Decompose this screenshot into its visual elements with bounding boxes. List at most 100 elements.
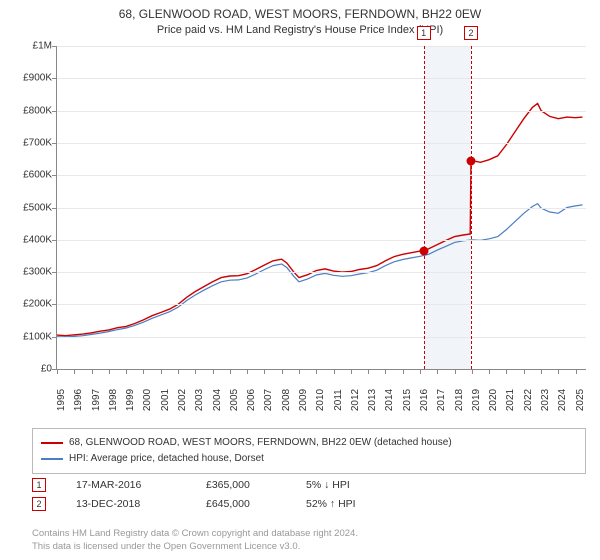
x-axis-label: 2023: [540, 389, 551, 411]
sale-price: £645,000: [206, 495, 276, 514]
tick-x: [455, 369, 456, 374]
tick-x: [126, 369, 127, 374]
tick-x: [57, 369, 58, 374]
x-axis-label: 2024: [557, 389, 568, 411]
x-axis-label: 2020: [488, 389, 499, 411]
x-axis-label: 2007: [263, 389, 274, 411]
tick-x: [264, 369, 265, 374]
tick-x: [385, 369, 386, 374]
x-axis-label: 1999: [125, 389, 136, 411]
tick-x: [420, 369, 421, 374]
y-axis-label: £0: [41, 364, 52, 375]
sale-date: 13-DEC-2018: [76, 495, 176, 514]
series-line: [57, 104, 583, 336]
chart-area: 12 £0£100K£200K£300K£400K£500K£600K£700K…: [10, 42, 590, 392]
y-axis-label: £400K: [23, 234, 52, 245]
tick-y: [52, 46, 57, 47]
x-axis-label: 2010: [315, 389, 326, 411]
y-axis-label: £300K: [23, 267, 52, 278]
y-axis-label: £200K: [23, 299, 52, 310]
gridline-h: [57, 111, 586, 112]
x-axis-label: 2011: [333, 389, 344, 411]
tick-y: [52, 208, 57, 209]
tick-x: [143, 369, 144, 374]
sale-marker-index: 2: [464, 26, 478, 40]
tick-x: [109, 369, 110, 374]
tick-x: [74, 369, 75, 374]
tick-y: [52, 175, 57, 176]
tick-x: [213, 369, 214, 374]
sale-pct-vs-hpi: 52% ↑ HPI: [306, 495, 396, 514]
legend-label: 68, GLENWOOD ROAD, WEST MOORS, FERNDOWN,…: [69, 435, 452, 451]
sales-table: 117-MAR-2016£365,0005% ↓ HPI213-DEC-2018…: [32, 476, 586, 514]
x-axis-label: 2006: [246, 389, 257, 411]
x-axis-label: 2021: [505, 389, 516, 411]
tick-x: [489, 369, 490, 374]
tick-x: [558, 369, 559, 374]
gridline-h: [57, 78, 586, 79]
sale-index-box: 2: [32, 497, 46, 511]
tick-x: [541, 369, 542, 374]
y-axis-label: £800K: [23, 105, 52, 116]
x-axis-label: 2015: [402, 389, 413, 411]
plot-area: 12: [56, 46, 586, 370]
tick-y: [52, 240, 57, 241]
legend-item: 68, GLENWOOD ROAD, WEST MOORS, FERNDOWN,…: [41, 435, 577, 451]
x-axis-label: 2019: [471, 389, 482, 411]
y-axis-label: £900K: [23, 73, 52, 84]
legend-swatch: [41, 458, 63, 460]
y-axis-label: £700K: [23, 137, 52, 148]
x-axis-label: 2003: [194, 389, 205, 411]
x-axis-label: 2009: [298, 389, 309, 411]
legend: 68, GLENWOOD ROAD, WEST MOORS, FERNDOWN,…: [32, 428, 586, 474]
x-axis-label: 2008: [281, 389, 292, 411]
legend-swatch: [41, 442, 63, 444]
gridline-h: [57, 46, 586, 47]
x-axis-label: 2014: [384, 389, 395, 411]
x-axis-label: 1998: [108, 389, 119, 411]
tick-x: [178, 369, 179, 374]
x-axis-label: 2016: [419, 389, 430, 411]
sale-index-box: 1: [32, 478, 46, 492]
tick-x: [576, 369, 577, 374]
x-axis-label: 2018: [454, 389, 465, 411]
tick-y: [52, 272, 57, 273]
x-axis-label: 2025: [575, 389, 586, 411]
gridline-h: [57, 175, 586, 176]
tick-y: [52, 143, 57, 144]
tick-x: [230, 369, 231, 374]
y-axis-label: £100K: [23, 331, 52, 342]
y-axis-label: £1M: [33, 41, 52, 52]
tick-x: [299, 369, 300, 374]
tick-x: [161, 369, 162, 374]
legend-item: HPI: Average price, detached house, Dors…: [41, 451, 577, 467]
gridline-h: [57, 304, 586, 305]
x-axis-label: 2001: [160, 389, 171, 411]
gridline-h: [57, 337, 586, 338]
chart-title: 68, GLENWOOD ROAD, WEST MOORS, FERNDOWN,…: [0, 0, 600, 23]
tick-x: [368, 369, 369, 374]
tick-x: [316, 369, 317, 374]
x-axis-label: 2022: [523, 389, 534, 411]
x-axis-label: 2005: [229, 389, 240, 411]
gridline-h: [57, 240, 586, 241]
tick-x: [247, 369, 248, 374]
tick-x: [282, 369, 283, 374]
legend-label: HPI: Average price, detached house, Dors…: [69, 451, 264, 467]
x-axis-label: 2013: [367, 389, 378, 411]
gridline-h: [57, 143, 586, 144]
sale-row: 2 13-DEC-2018 £645,000 52% ↑ HPI: [32, 495, 586, 514]
tick-x: [506, 369, 507, 374]
tick-y: [52, 337, 57, 338]
tick-x: [351, 369, 352, 374]
tick-y: [52, 304, 57, 305]
sale-marker-index: 1: [417, 26, 431, 40]
tick-x: [334, 369, 335, 374]
sale-date: 17-MAR-2016: [76, 476, 176, 495]
y-axis-label: £600K: [23, 170, 52, 181]
gridline-h: [57, 272, 586, 273]
x-axis-label: 1996: [73, 389, 84, 411]
tick-x: [403, 369, 404, 374]
sale-marker-dot: [419, 247, 428, 256]
tick-x: [524, 369, 525, 374]
